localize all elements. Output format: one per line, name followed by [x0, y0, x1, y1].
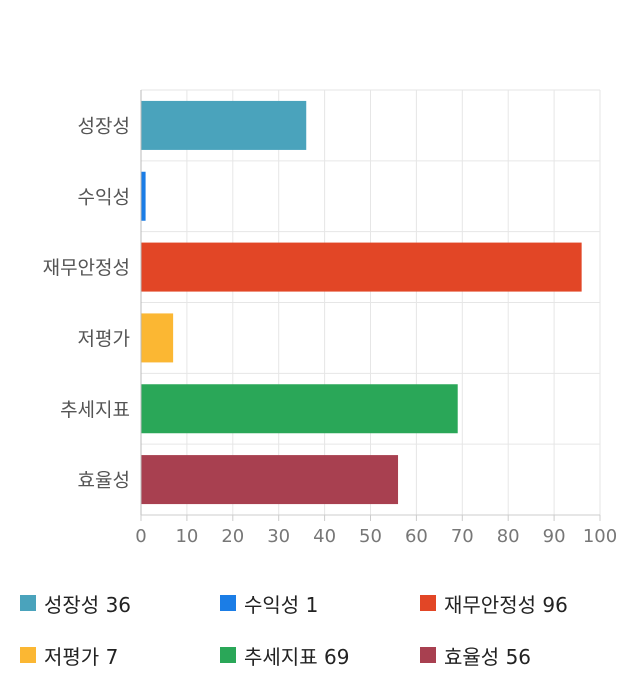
bar-3: [141, 313, 174, 363]
legend-swatch: [420, 595, 436, 611]
bar-0: [141, 100, 307, 150]
legend-item: 추세지표 69: [220, 642, 350, 669]
legend-swatch: [220, 595, 236, 611]
x-tick-label: 90: [543, 526, 566, 547]
x-tick-label: 10: [175, 526, 198, 547]
category-label: 재무안정성: [43, 257, 130, 279]
legend: 성장성 36 수익성 1 재무안정성 96 저평가 7 추세지표 69 효율성 …: [0, 580, 640, 690]
category-label: 저평가: [78, 328, 130, 350]
legend-swatch: [420, 647, 436, 663]
legend-swatch: [20, 595, 36, 611]
bar-4: [141, 384, 458, 434]
x-tick-label: 70: [451, 526, 474, 547]
legend-label: 저평가 7: [44, 644, 119, 669]
legend-swatch: [220, 647, 236, 663]
category-label: 수익성: [78, 186, 130, 208]
axes: [140, 90, 601, 521]
legend-item: 효율성 56: [420, 642, 532, 669]
legend-item: 성장성 36: [20, 590, 132, 617]
x-tick-label: 60: [405, 526, 428, 547]
category-label: 추세지표: [60, 399, 130, 421]
bar-1: [141, 171, 146, 221]
legend-item: 저평가 7: [20, 642, 119, 669]
bar-5: [141, 455, 399, 505]
x-tick-label: 0: [135, 526, 146, 547]
category-label: 효율성: [78, 470, 130, 492]
category-label: 성장성: [78, 115, 130, 137]
bars: [141, 100, 582, 505]
grid-lines: [140, 89, 601, 516]
x-tick-label: 30: [267, 526, 290, 547]
x-tick-labels: 0 10 20 30 40 50 60 70 80 90 100: [135, 526, 617, 547]
x-tick-label: 50: [359, 526, 382, 547]
legend-label: 효율성 56: [444, 644, 532, 669]
legend-item: 재무안정성 96: [420, 590, 568, 617]
x-tick-label: 80: [497, 526, 520, 547]
x-tick-label: 20: [221, 526, 244, 547]
legend-label: 재무안정성 96: [444, 592, 568, 617]
legend-swatch: [20, 647, 36, 663]
x-tick-label: 100: [583, 526, 617, 547]
bar-2: [141, 242, 582, 292]
legend-item: 수익성 1: [220, 590, 319, 617]
x-tick-label: 40: [313, 526, 336, 547]
legend-label: 추세지표 69: [244, 644, 350, 669]
legend-label: 성장성 36: [44, 592, 132, 617]
legend-label: 수익성 1: [244, 592, 319, 617]
